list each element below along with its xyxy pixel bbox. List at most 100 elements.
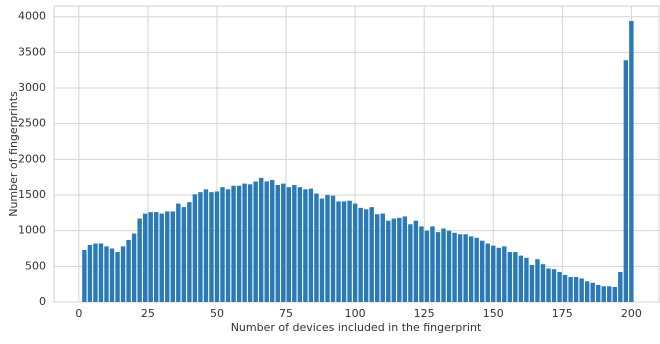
bar (352, 203, 358, 302)
y-tick-label: 3500 (18, 45, 46, 58)
x-tick-label: 50 (210, 307, 224, 320)
bar (419, 226, 424, 302)
bar (463, 234, 468, 302)
bar (209, 192, 214, 302)
y-tick-label: 0 (39, 295, 46, 308)
x-tick-label: 25 (141, 307, 155, 320)
bar (568, 277, 573, 302)
x-tick-label: 125 (414, 307, 435, 320)
bar (358, 207, 363, 302)
bar (220, 187, 225, 302)
bar (590, 282, 595, 302)
bar (629, 20, 634, 303)
bar (242, 183, 247, 302)
bar (579, 278, 584, 302)
bar (485, 243, 490, 302)
bar (137, 218, 142, 302)
bar (502, 246, 507, 302)
bar (363, 209, 369, 302)
bar (170, 211, 175, 302)
bar (131, 233, 137, 302)
bar (446, 230, 452, 302)
bar (491, 245, 496, 302)
bar (441, 228, 446, 302)
bar (496, 247, 501, 302)
bar (292, 185, 297, 302)
bar (607, 286, 612, 302)
bar (281, 183, 286, 302)
bar (573, 277, 579, 302)
bar (518, 255, 524, 302)
bar (375, 214, 380, 302)
bar (601, 286, 606, 302)
bar (529, 264, 535, 302)
bar (341, 201, 347, 302)
bar (380, 213, 385, 302)
y-tick-label: 3000 (18, 81, 46, 94)
bar (452, 232, 457, 302)
bar (618, 272, 623, 302)
bar (402, 216, 408, 302)
y-tick-label: 4000 (18, 10, 46, 23)
bar (535, 259, 540, 302)
y-tick-label: 1500 (18, 188, 46, 201)
bar (391, 218, 397, 302)
bar (93, 243, 98, 302)
bar (524, 257, 529, 302)
bar (165, 211, 170, 302)
bar (214, 191, 220, 302)
bar (413, 220, 419, 302)
y-tick-label: 500 (25, 259, 46, 272)
bar (612, 287, 618, 302)
bar (275, 185, 280, 302)
bar (231, 185, 236, 302)
bar (540, 264, 546, 302)
y-tick-label: 2000 (18, 152, 46, 165)
bar (623, 60, 629, 302)
x-tick-label: 75 (279, 307, 293, 320)
bar (562, 274, 568, 302)
bar (181, 207, 187, 302)
bar (330, 195, 336, 302)
y-axis-label: Number of fingerprints (7, 91, 20, 217)
bar (203, 189, 209, 302)
bar (247, 184, 253, 302)
bar (546, 268, 551, 302)
bar (468, 236, 474, 302)
bar (303, 189, 308, 302)
bar (192, 194, 198, 302)
bar (148, 212, 153, 302)
bar (479, 240, 485, 302)
bar (225, 189, 231, 302)
bar (424, 230, 430, 302)
bar (159, 213, 164, 302)
bar (253, 181, 258, 302)
bar (270, 180, 275, 302)
bar (87, 244, 93, 302)
x-tick-label: 0 (75, 307, 82, 320)
bar (82, 249, 87, 302)
bar (386, 220, 391, 302)
bar (584, 281, 590, 302)
bar (176, 203, 181, 302)
bar (258, 177, 264, 302)
bar (369, 207, 374, 302)
bar (297, 187, 303, 302)
bar (98, 243, 104, 302)
x-tick-label: 100 (345, 307, 366, 320)
y-tick-label: 2500 (18, 117, 46, 130)
bar (435, 232, 441, 302)
bar (430, 226, 435, 302)
bar (513, 252, 518, 302)
bar (264, 181, 269, 302)
bar (198, 192, 203, 302)
bar (120, 246, 126, 302)
bar (314, 193, 319, 302)
bar (596, 284, 601, 302)
bar (557, 272, 562, 302)
x-tick-label: 175 (552, 307, 573, 320)
bar (336, 201, 341, 302)
bar (104, 246, 109, 302)
bar (319, 198, 325, 302)
